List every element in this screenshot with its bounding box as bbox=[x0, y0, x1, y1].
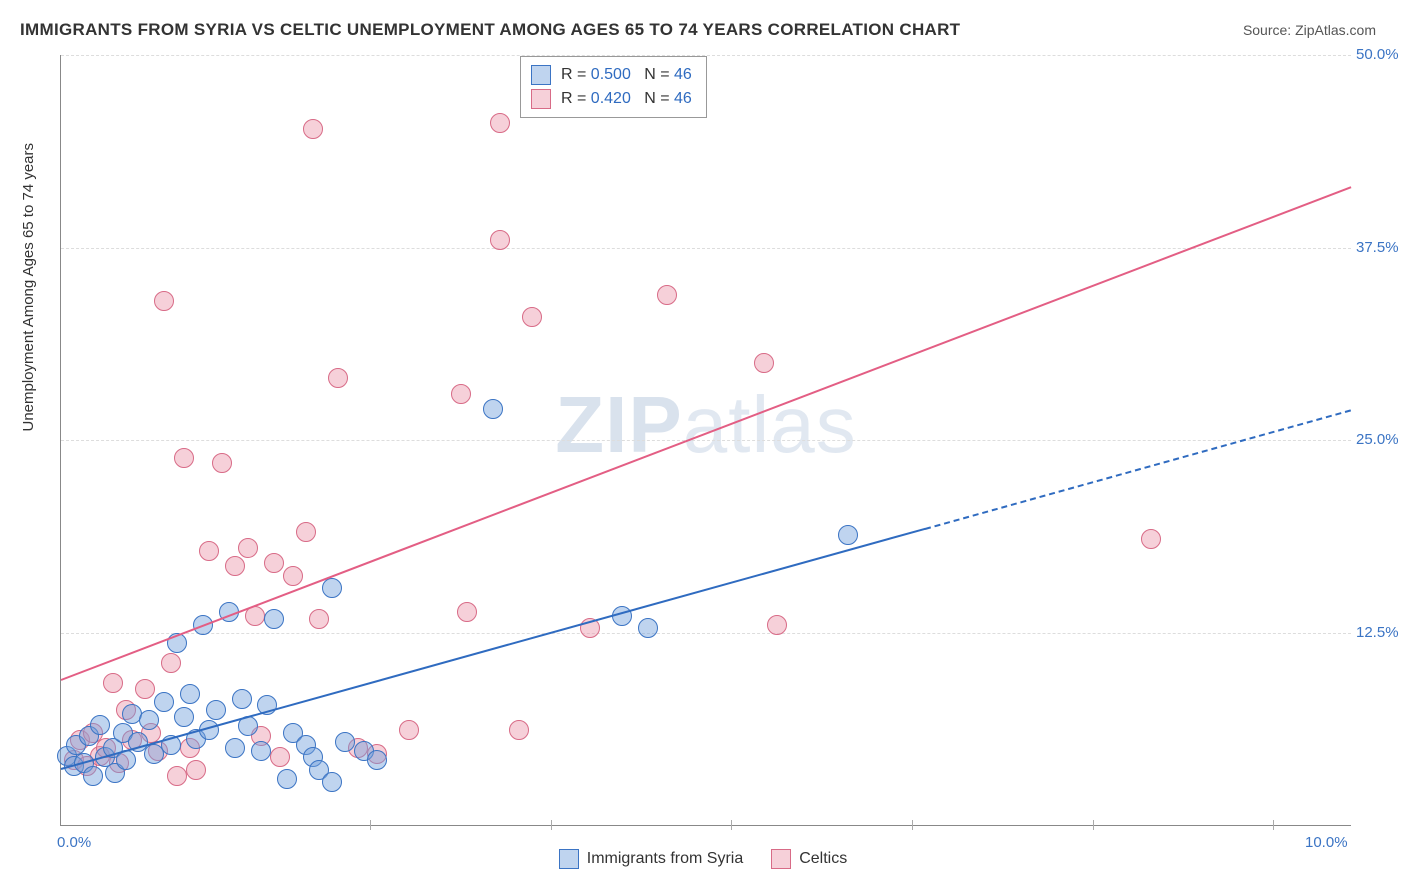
data-point bbox=[264, 553, 284, 573]
data-point bbox=[303, 119, 323, 139]
gridline bbox=[61, 248, 1351, 249]
chart-container: IMMIGRANTS FROM SYRIA VS CELTIC UNEMPLOY… bbox=[0, 0, 1406, 892]
data-point bbox=[322, 772, 342, 792]
legend-swatch bbox=[531, 89, 551, 109]
data-point bbox=[638, 618, 658, 638]
y-tick-label: 37.5% bbox=[1356, 239, 1406, 256]
plot-area: ZIPatlas 12.5%25.0%37.5%50.0%0.0%10.0% bbox=[60, 55, 1351, 826]
trendline bbox=[61, 528, 926, 770]
data-point bbox=[522, 307, 542, 327]
data-point bbox=[296, 522, 316, 542]
data-point bbox=[103, 673, 123, 693]
legend-swatch bbox=[531, 65, 551, 85]
data-point bbox=[328, 368, 348, 388]
data-point bbox=[206, 700, 226, 720]
data-point bbox=[139, 710, 159, 730]
data-point bbox=[838, 525, 858, 545]
series-legend-item: Celtics bbox=[771, 849, 847, 869]
chart-title: IMMIGRANTS FROM SYRIA VS CELTIC UNEMPLOY… bbox=[20, 20, 960, 40]
data-point bbox=[154, 291, 174, 311]
x-tick-mark bbox=[551, 820, 552, 830]
source-attribution: Source: ZipAtlas.com bbox=[1243, 22, 1376, 38]
x-tick-mark bbox=[912, 820, 913, 830]
series-legend-label: Celtics bbox=[799, 850, 847, 868]
data-point bbox=[399, 720, 419, 740]
data-point bbox=[322, 578, 342, 598]
series-legend-label: Immigrants from Syria bbox=[587, 850, 743, 868]
data-point bbox=[767, 615, 787, 635]
trendline bbox=[61, 186, 1352, 681]
data-point bbox=[232, 689, 252, 709]
data-point bbox=[238, 538, 258, 558]
data-point bbox=[174, 448, 194, 468]
data-point bbox=[335, 732, 355, 752]
data-point bbox=[309, 609, 329, 629]
y-tick-label: 25.0% bbox=[1356, 431, 1406, 448]
correlation-stats: R = 0.420 N = 46 bbox=[561, 90, 692, 108]
x-tick-mark bbox=[1093, 820, 1094, 830]
data-point bbox=[657, 285, 677, 305]
legend-swatch bbox=[559, 849, 579, 869]
data-point bbox=[490, 113, 510, 133]
data-point bbox=[161, 653, 181, 673]
legend-swatch bbox=[771, 849, 791, 869]
data-point bbox=[483, 399, 503, 419]
x-tick-mark bbox=[731, 820, 732, 830]
x-tick-mark bbox=[1273, 820, 1274, 830]
gridline bbox=[61, 440, 1351, 441]
data-point bbox=[225, 556, 245, 576]
data-point bbox=[270, 747, 290, 767]
series-legend: Immigrants from Syria Celtics bbox=[0, 849, 1406, 874]
data-point bbox=[277, 769, 297, 789]
data-point bbox=[154, 692, 174, 712]
data-point bbox=[167, 766, 187, 786]
data-point bbox=[135, 679, 155, 699]
data-point bbox=[1141, 529, 1161, 549]
data-point bbox=[90, 715, 110, 735]
x-tick-mark bbox=[370, 820, 371, 830]
data-point bbox=[251, 741, 271, 761]
y-tick-label: 50.0% bbox=[1356, 46, 1406, 63]
correlation-legend-row: R = 0.500 N = 46 bbox=[531, 63, 692, 87]
correlation-stats: R = 0.500 N = 46 bbox=[561, 66, 692, 84]
y-axis-label: Unemployment Among Ages 65 to 74 years bbox=[20, 143, 37, 432]
data-point bbox=[367, 750, 387, 770]
data-point bbox=[199, 541, 219, 561]
data-point bbox=[225, 738, 245, 758]
trendline-extrapolated bbox=[925, 409, 1351, 530]
data-point bbox=[490, 230, 510, 250]
data-point bbox=[186, 760, 206, 780]
correlation-legend-row: R = 0.420 N = 46 bbox=[531, 87, 692, 111]
y-tick-label: 12.5% bbox=[1356, 624, 1406, 641]
data-point bbox=[264, 609, 284, 629]
data-point bbox=[283, 566, 303, 586]
series-legend-item: Immigrants from Syria bbox=[559, 849, 743, 869]
data-point bbox=[754, 353, 774, 373]
data-point bbox=[509, 720, 529, 740]
data-point bbox=[457, 602, 477, 622]
data-point bbox=[174, 707, 194, 727]
data-point bbox=[180, 684, 200, 704]
data-point bbox=[212, 453, 232, 473]
data-point bbox=[83, 766, 103, 786]
gridline bbox=[61, 633, 1351, 634]
data-point bbox=[451, 384, 471, 404]
correlation-legend: R = 0.500 N = 46 R = 0.420 N = 46 bbox=[520, 56, 707, 118]
